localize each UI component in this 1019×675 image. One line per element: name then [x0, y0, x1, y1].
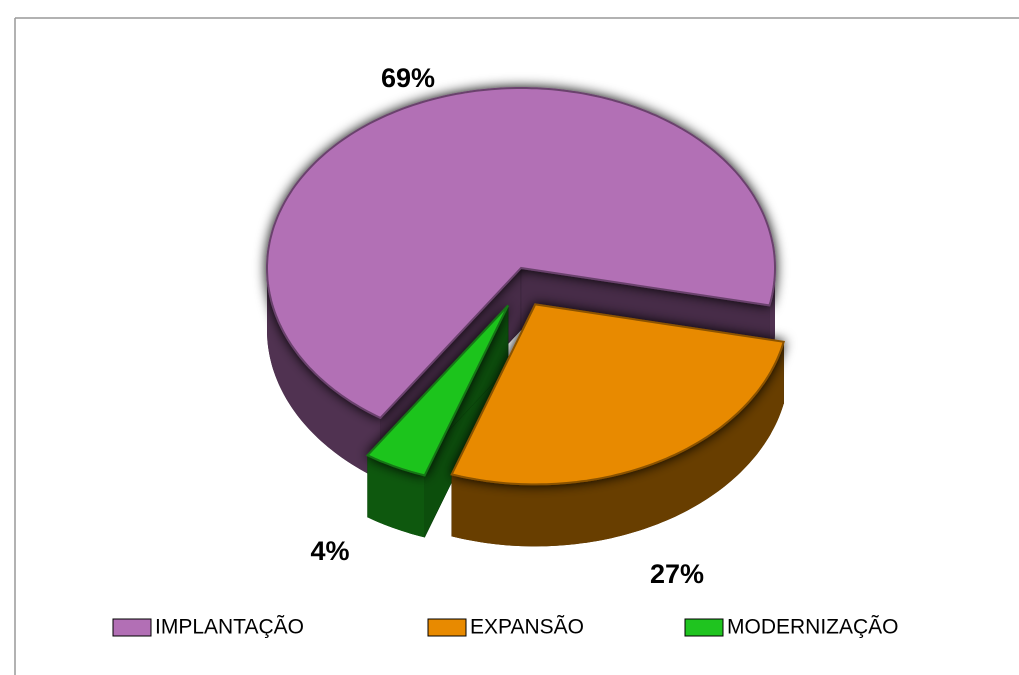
slice — [450, 303, 786, 486]
data-label: 27% — [650, 559, 704, 589]
legend-label: IMPLANTAÇÃO — [155, 615, 304, 639]
legend-swatch — [427, 618, 467, 637]
legend-label: MODERNIZAÇÃO — [727, 615, 899, 639]
legend-swatch — [684, 618, 724, 637]
legend: IMPLANTAÇÃO EXPANSÃO MODERNIZAÇÃO — [112, 615, 899, 639]
data-label: 4% — [310, 536, 349, 566]
pie: 69% 4% 27% — [266, 63, 786, 589]
slice-side — [367, 455, 425, 538]
slice-side — [451, 341, 784, 547]
data-label: 69% — [381, 63, 435, 93]
slice-side — [267, 268, 381, 480]
slice — [365, 304, 509, 477]
legend-label: EXPANSÃO — [470, 615, 584, 639]
legend-swatch — [112, 618, 152, 637]
slice — [266, 87, 776, 420]
